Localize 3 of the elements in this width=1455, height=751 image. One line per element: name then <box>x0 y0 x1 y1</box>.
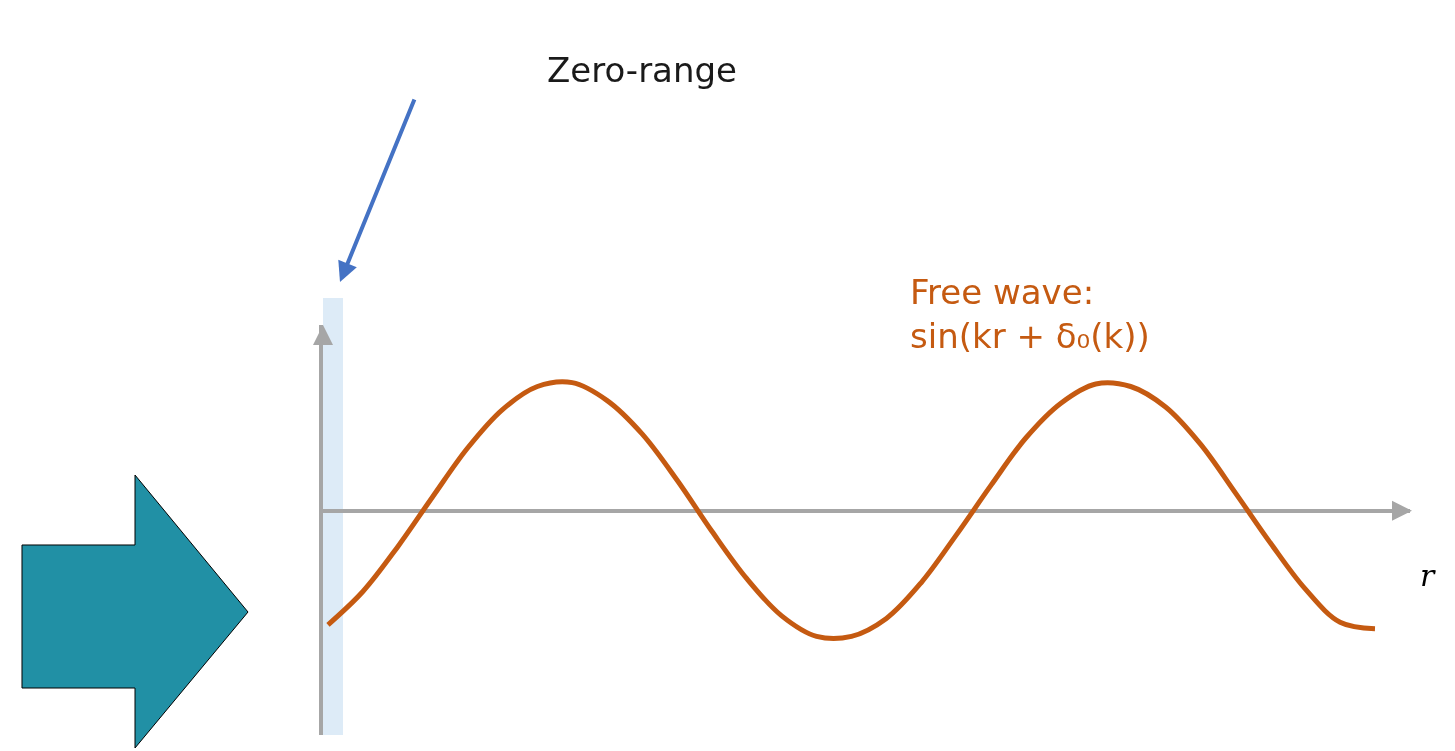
text: Zero-range <box>547 50 738 90</box>
x-axis-title: r <box>1420 558 1436 593</box>
text: Free wave: sin(kr + δ₀(k)) <box>910 272 1150 357</box>
